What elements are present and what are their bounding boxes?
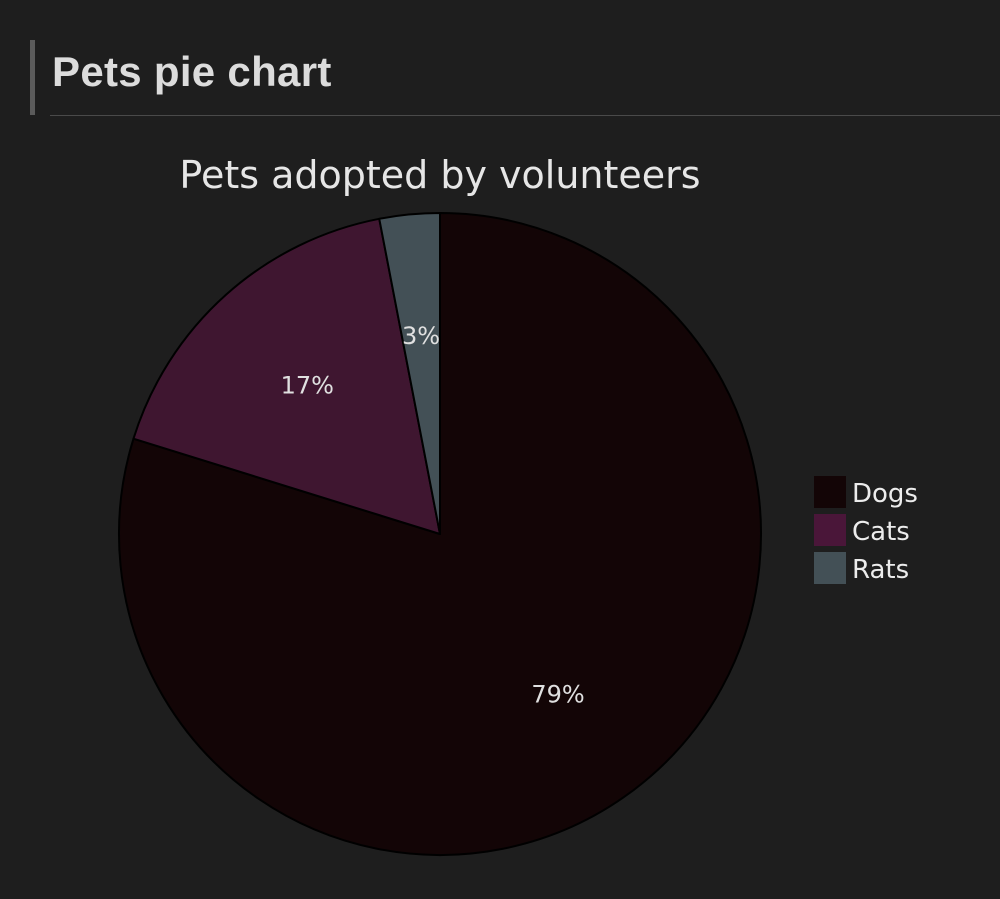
legend-swatch-rats — [814, 552, 846, 584]
heading-divider — [50, 115, 1000, 116]
legend-item-dogs: Dogs — [814, 476, 918, 509]
legend-swatch-cats — [814, 514, 846, 546]
legend-swatch-dogs — [814, 476, 846, 508]
chart-title: Pets adopted by volunteers — [179, 153, 700, 197]
legend-label-rats: Rats — [852, 555, 909, 585]
pie-slice-rats — [378, 212, 441, 535]
legend-label-cats: Cats — [852, 517, 910, 547]
pie-slice-cats — [132, 217, 441, 535]
legend-item-rats: Rats — [814, 552, 909, 585]
pie-slice-label-rats: 3% — [402, 322, 440, 350]
chart-legend: Dogs Cats Rats — [814, 476, 918, 585]
legend-item-cats: Cats — [814, 514, 910, 547]
pie-slice-label-cats: 17% — [281, 372, 334, 400]
page-heading: Pets pie chart — [52, 48, 332, 95]
legend-label-dogs: Dogs — [852, 479, 918, 509]
pie-slice-label-dogs: 79% — [531, 680, 584, 708]
pie-slice-labels: 79% 17% 3% — [281, 322, 585, 708]
heading-accent-bar — [30, 40, 35, 115]
pie-slices — [118, 212, 762, 856]
